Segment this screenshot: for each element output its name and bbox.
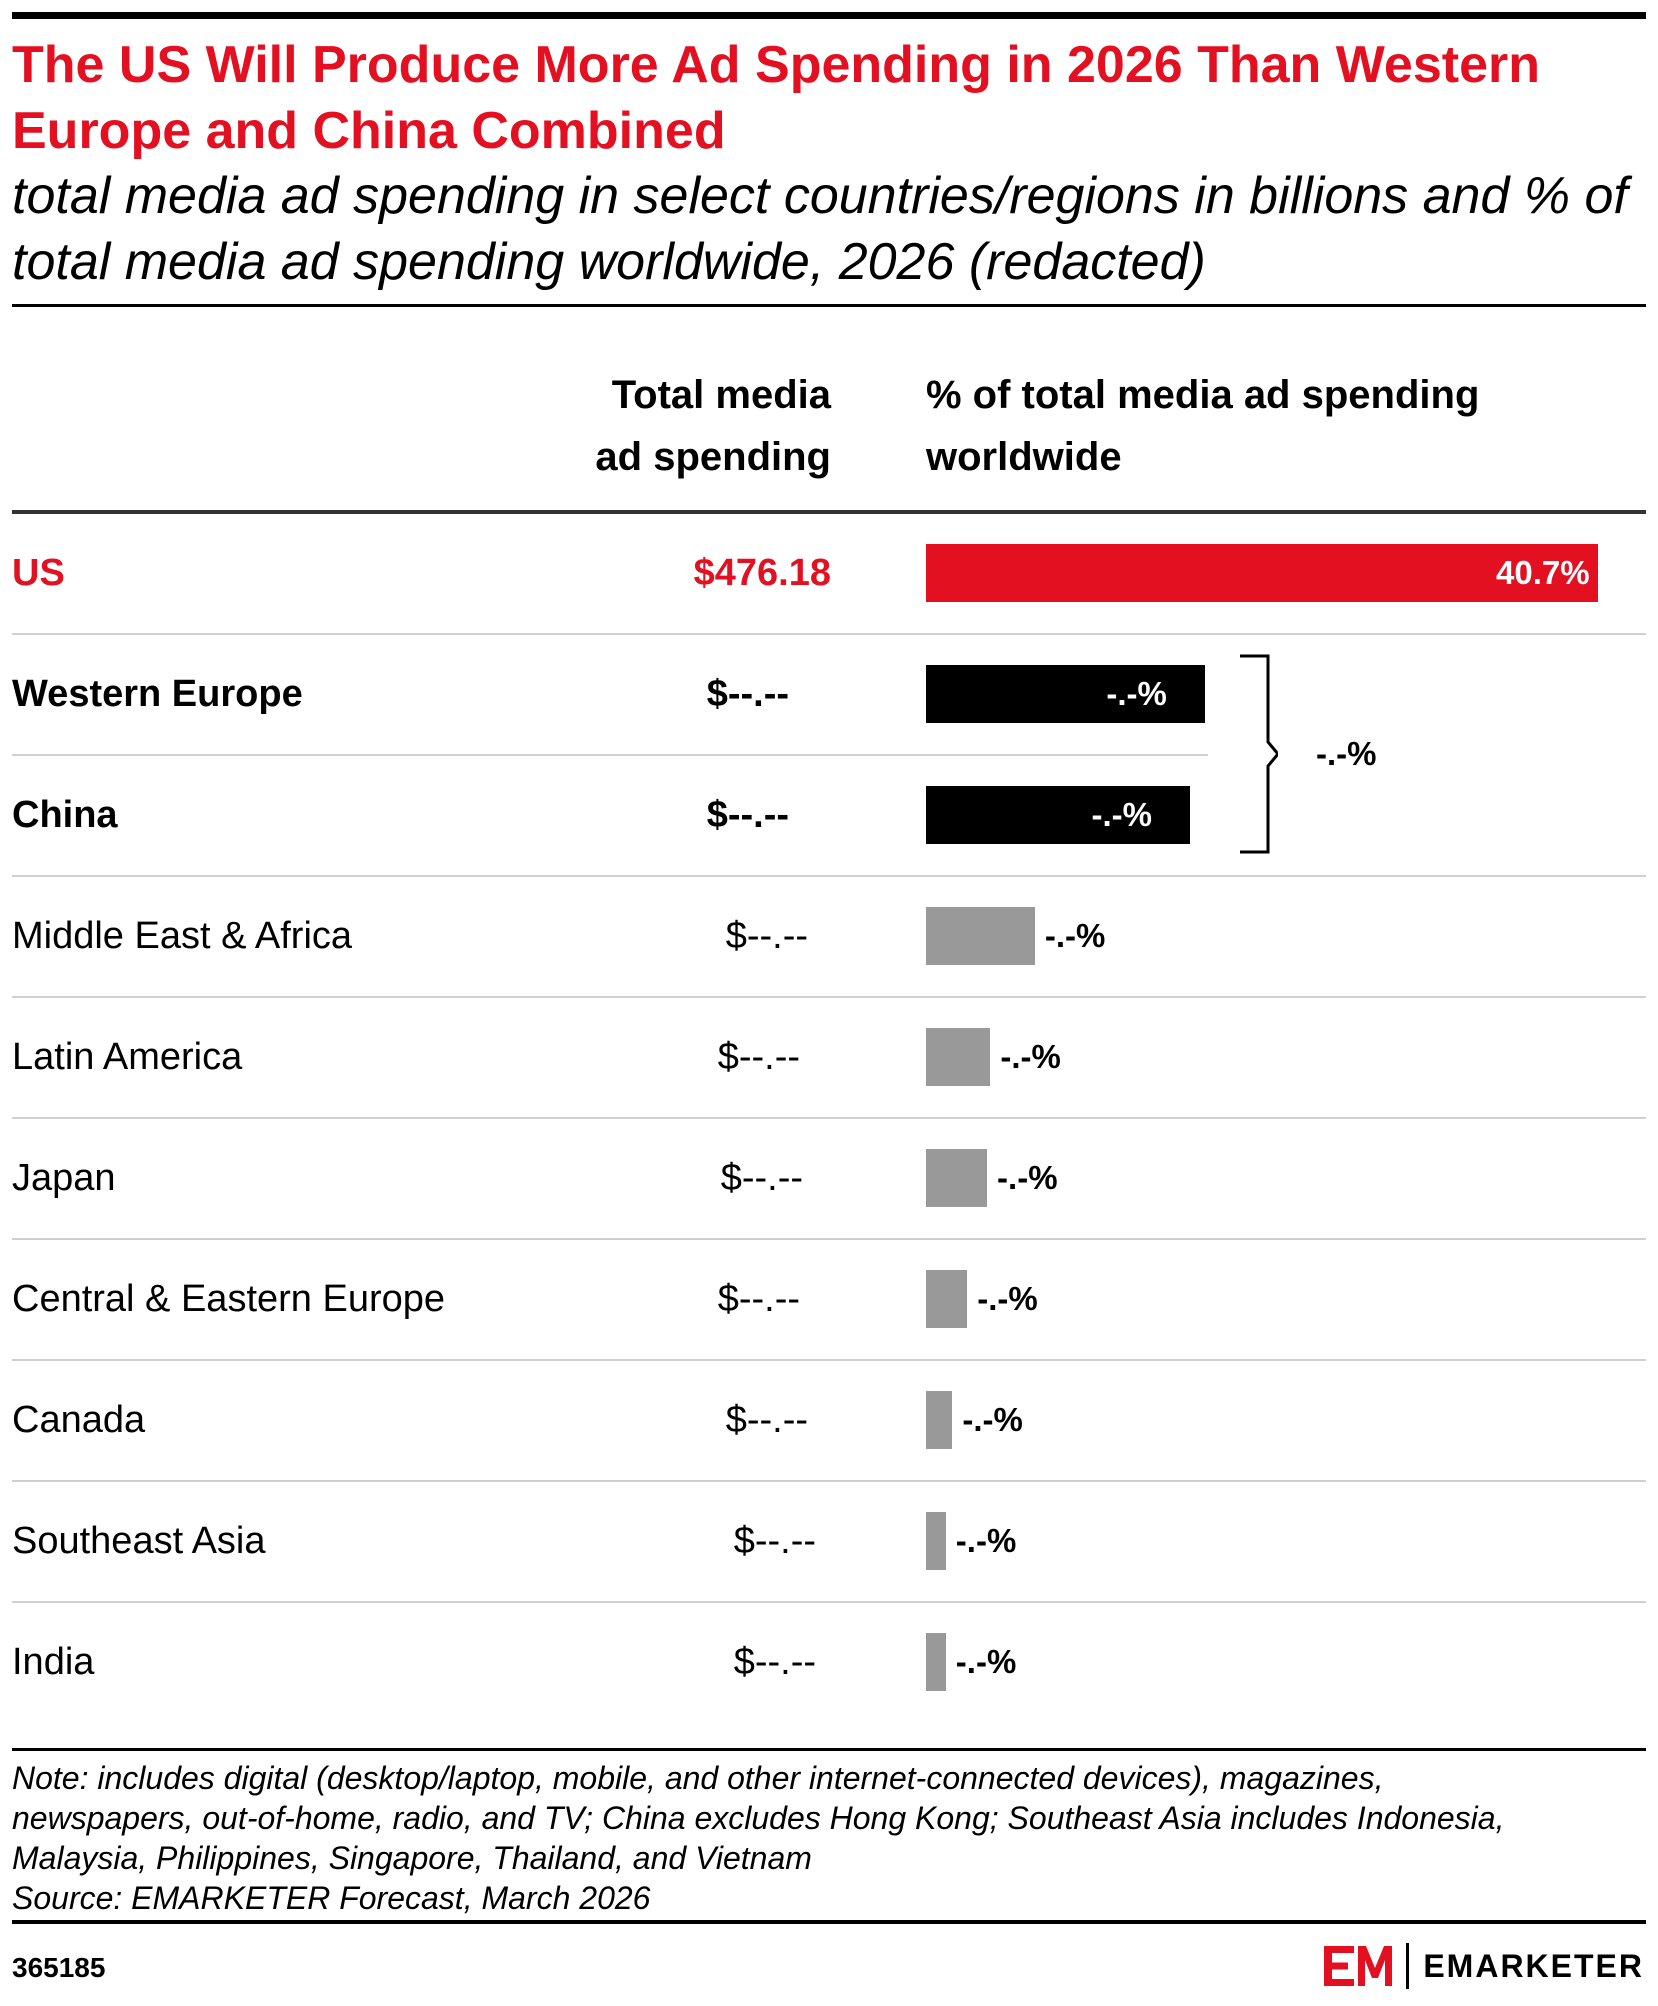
row-label-us: US: [12, 552, 65, 594]
bar-label-western-europe: -.-%: [1106, 675, 1167, 712]
row-label-canada: Canada: [12, 1399, 146, 1441]
pct-header-line1: % of total media ad spending: [926, 373, 1480, 417]
row-divider: [12, 633, 1646, 635]
row-divider: [12, 1117, 1646, 1119]
row-label-latin-america: Latin America: [12, 1036, 243, 1078]
row-label-southeast-asia: Southeast Asia: [12, 1520, 266, 1562]
combined-bracket-icon: [1240, 654, 1278, 854]
bar-china: [926, 786, 1190, 844]
row-divider: [12, 1480, 1646, 1482]
chart-id: 365185: [12, 1952, 106, 1983]
pct-header-line2: worldwide: [926, 435, 1122, 479]
row-value-western-europe: $--.--: [706, 673, 789, 715]
pct-column-header: % of total media ad spending worldwide: [926, 364, 1626, 488]
row-label-china: China: [12, 794, 118, 836]
source-line: Source: EMARKETER Forecast, March 2026: [12, 1880, 651, 1916]
spend-column-header: Total media ad spending: [431, 364, 831, 488]
bar-label-central-and-eastern-europe: -.-%: [977, 1280, 1038, 1317]
row-label-central-and-eastern-europe: Central & Eastern Europe: [12, 1278, 446, 1320]
row-value-middle-east-and-africa: $--.--: [725, 915, 808, 957]
bar-label-middle-east-and-africa: -.-%: [1044, 917, 1106, 954]
bar-label-canada: -.-%: [962, 1401, 1023, 1438]
brand-name: EMARKETER: [1423, 1947, 1644, 1984]
row-divider: [12, 1601, 1646, 1603]
brand-separator: [1406, 1943, 1410, 1989]
bar-label-southeast-asia: -.-%: [955, 1522, 1017, 1559]
row-divider: [12, 1238, 1646, 1240]
table-bottom-rule: [12, 1748, 1646, 1751]
note-line3: Malaysia, Philippines, Singapore, Thaila…: [12, 1840, 812, 1876]
row-divider: [12, 1359, 1646, 1361]
spend-header-line2: ad spending: [595, 435, 831, 479]
chart-title: The US Will Produce More Ad Spending in …: [12, 36, 1540, 160]
row-value-central-and-eastern-europe: $--.--: [717, 1278, 800, 1320]
row-label-japan: Japan: [12, 1157, 116, 1199]
bar-middle-east-and-africa: [926, 907, 1035, 965]
row-divider: [12, 996, 1646, 998]
row-label-western-europe: Western Europe: [12, 673, 303, 715]
note-line2: newspapers, out-of-home, radio, and TV; …: [12, 1800, 1505, 1836]
em-logo-icon: [1324, 1946, 1393, 1986]
row-label-india: India: [12, 1641, 95, 1683]
brand-logo: EMARKETER: [1324, 1938, 1644, 1994]
bar-label-us: 40.7%: [1495, 554, 1590, 591]
bar-label-latin-america: -.-%: [1000, 1038, 1061, 1075]
bar-label-india: -.-%: [955, 1643, 1017, 1680]
combined-share-label: -.-%: [1316, 735, 1377, 772]
bar-label-china: -.-%: [1091, 796, 1153, 833]
row-divider: [12, 875, 1646, 877]
header-rule: [12, 304, 1646, 307]
row-label-middle-east-and-africa: Middle East & Africa: [12, 915, 353, 957]
bar-western-europe: [926, 665, 1205, 723]
row-value-china: $--.--: [706, 794, 789, 836]
row-value-us: $476.18: [693, 552, 831, 594]
bar-india: [926, 1633, 946, 1691]
note-line1: Note: includes digital (desktop/laptop, …: [12, 1760, 1384, 1796]
bar-central-and-eastern-europe: [926, 1270, 968, 1328]
row-value-japan: $--.--: [720, 1157, 803, 1199]
bar-us: [926, 544, 1598, 602]
row-value-latin-america: $--.--: [717, 1036, 800, 1078]
top-rule: [12, 12, 1646, 19]
spend-header-line1: Total media: [611, 373, 831, 417]
footer-rule: [12, 1920, 1646, 1924]
bar-southeast-asia: [926, 1512, 946, 1570]
row-value-canada: $--.--: [725, 1399, 808, 1441]
bar-label-japan: -.-%: [997, 1159, 1058, 1196]
chart-subtitle: total media ad spending in select countr…: [12, 167, 1628, 291]
bar-japan: [926, 1149, 988, 1207]
table-top-rule: [12, 510, 1646, 514]
footnote: Note: includes digital (desktop/laptop, …: [12, 1758, 1642, 1918]
row-divider: [12, 754, 1208, 756]
row-value-southeast-asia: $--.--: [733, 1520, 816, 1562]
bar-canada: [926, 1391, 953, 1449]
row-value-india: $--.--: [733, 1641, 816, 1683]
bar-latin-america: [926, 1028, 991, 1086]
